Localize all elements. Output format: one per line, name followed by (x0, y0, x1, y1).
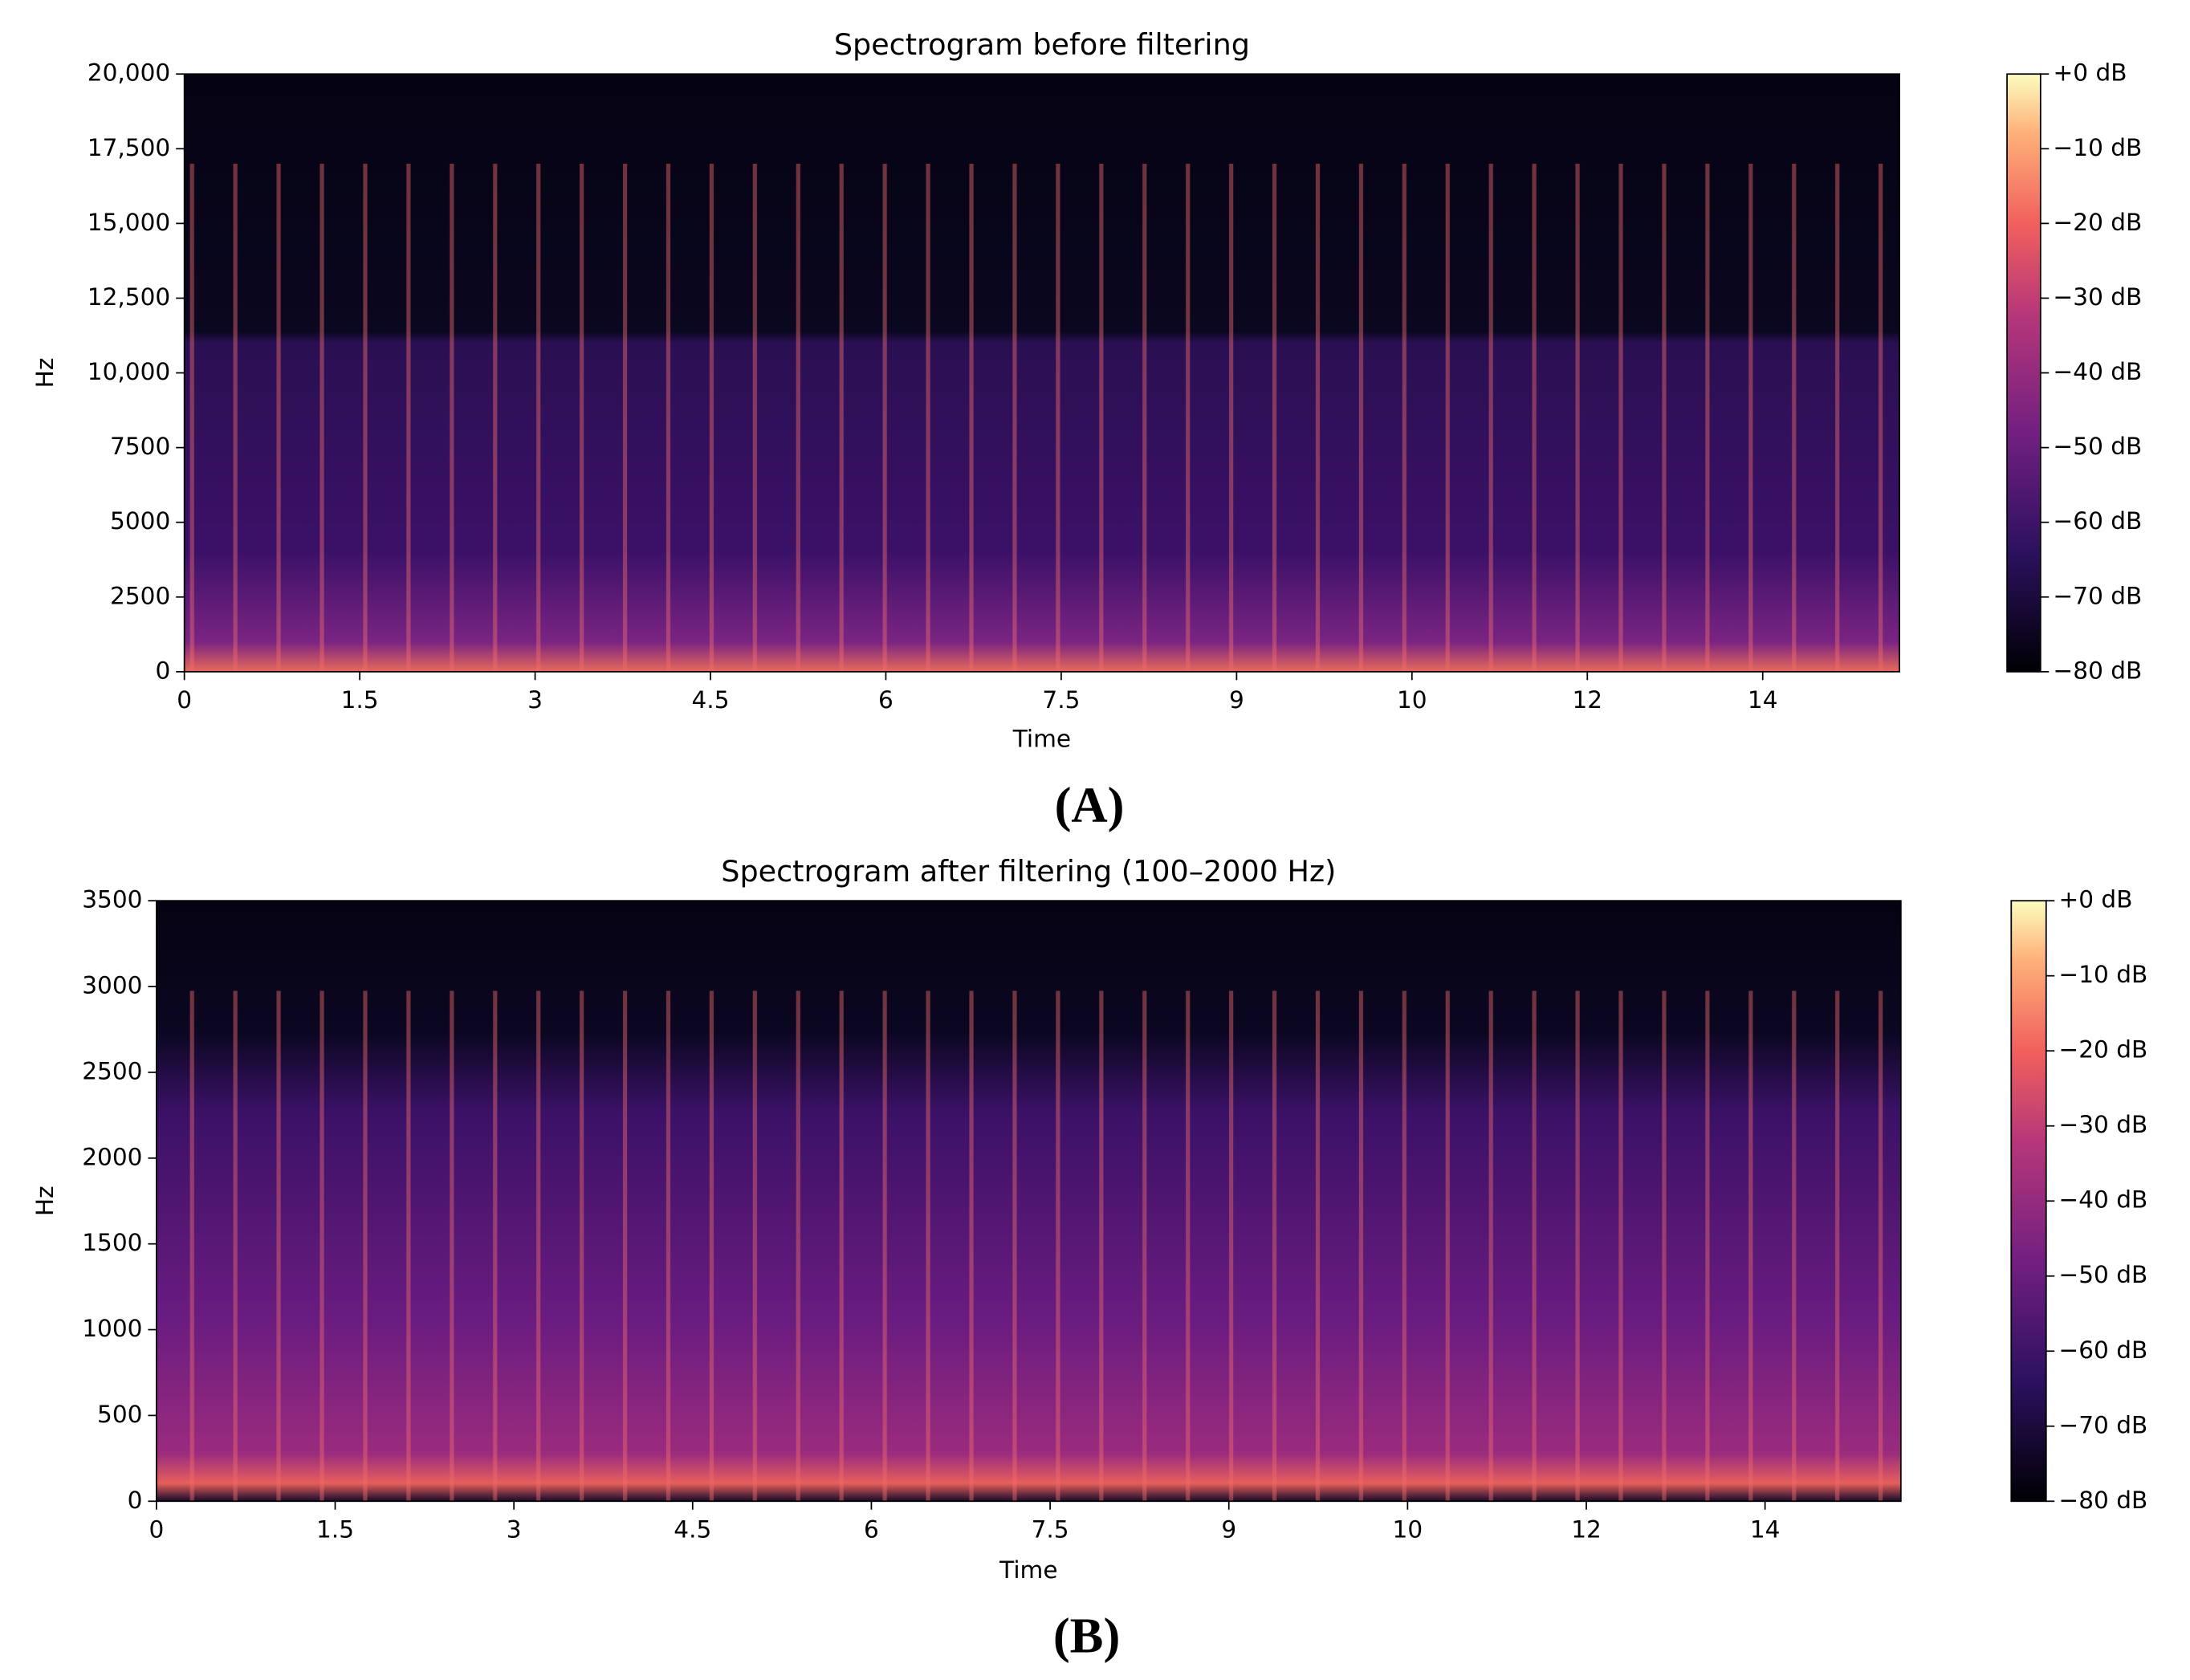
y-tick-label: 2500 (82, 1057, 142, 1084)
y-tick-label: 2000 (82, 1143, 142, 1170)
y-tick-label: 12,500 (88, 283, 170, 311)
y-axis-label: Hz (31, 1186, 59, 1216)
chart-title: Spectrogram before filtering (834, 27, 1250, 62)
x-tick-label: 14 (1748, 686, 1778, 714)
x-tick-label: 4.5 (692, 686, 730, 714)
x-tick-label: 9 (1221, 1515, 1236, 1543)
y-tick-label: 1000 (82, 1315, 142, 1342)
x-tick-label: 12 (1572, 686, 1602, 714)
colorbar-tick-label: −80 dB (2058, 1487, 2147, 1514)
panel-label: (A) (1055, 776, 1125, 832)
y-tick-label: 7500 (110, 433, 170, 460)
y-axis-label: Hz (31, 358, 59, 388)
panel-label: (B) (1053, 1608, 1120, 1664)
colorbar-tick-label: +0 dB (2058, 886, 2132, 913)
x-tick-label: 3 (507, 1515, 522, 1543)
y-tick-label: 5000 (110, 507, 170, 535)
colorbar-tick-label: −50 dB (2054, 433, 2143, 460)
x-tick-label: 6 (878, 686, 894, 714)
x-tick-label: 10 (1397, 686, 1427, 714)
colorbar-tick-label: −40 dB (2058, 1186, 2147, 1214)
x-tick-label: 0 (149, 1515, 164, 1543)
colorbar-tick-label: −10 dB (2054, 134, 2143, 161)
colorbar-tick-label: −70 dB (2054, 582, 2143, 609)
x-tick-label: 7.5 (1042, 686, 1080, 714)
spectrogram-streaks (184, 163, 1900, 672)
y-tick-label: 15,000 (88, 209, 170, 236)
y-tick-label: 500 (97, 1401, 142, 1428)
x-axis-label: Time (1012, 726, 1071, 753)
x-tick-label: 7.5 (1032, 1515, 1069, 1543)
x-tick-label: 12 (1571, 1515, 1602, 1543)
colorbar-tick-label: −10 dB (2058, 961, 2147, 988)
plot-frame (155, 900, 1902, 1503)
x-tick-label: 6 (864, 1515, 879, 1543)
colorbar-tick-label: −50 dB (2058, 1261, 2147, 1288)
colorbar-tick-label: −60 dB (2054, 507, 2143, 535)
x-tick-label: 0 (177, 686, 192, 714)
colorbar-tick-label: −20 dB (2054, 209, 2143, 236)
x-tick-label: 10 (1393, 1515, 1423, 1543)
spectrogram-streaks (156, 991, 1901, 1502)
y-tick-label: 0 (155, 657, 170, 684)
colorbar-tick-label: −70 dB (2058, 1411, 2147, 1438)
y-tick-label: 3000 (82, 972, 142, 999)
colorbar-tick-label: +0 dB (2054, 59, 2127, 87)
y-tick-label: 3500 (82, 886, 142, 913)
y-tick-label: 2500 (110, 582, 170, 609)
y-tick-label: 0 (128, 1487, 143, 1514)
colorbar-tick-label: −60 dB (2058, 1336, 2147, 1364)
x-tick-label: 3 (527, 686, 543, 714)
x-tick-label: 4.5 (674, 1515, 711, 1543)
colorbar-tick-label: −30 dB (2054, 283, 2143, 311)
colorbar-tick-label: −30 dB (2058, 1111, 2147, 1138)
x-tick-label: 9 (1229, 686, 1244, 714)
colorbar-tick-label: −80 dB (2054, 657, 2143, 684)
y-tick-label: 1500 (82, 1229, 142, 1256)
y-tick-label: 10,000 (88, 358, 170, 385)
x-tick-label: 1.5 (341, 686, 379, 714)
colorbar (2006, 73, 2041, 673)
x-tick-label: 1.5 (316, 1515, 354, 1543)
colorbar-tick-label: −40 dB (2054, 358, 2143, 385)
chart-title: Spectrogram after filtering (100–2000 Hz… (721, 854, 1336, 889)
colorbar (2010, 900, 2047, 1503)
colorbar-tick-label: −20 dB (2058, 1036, 2147, 1064)
y-tick-label: 20,000 (88, 59, 170, 87)
x-axis-label: Time (999, 1556, 1057, 1584)
x-tick-label: 14 (1750, 1515, 1781, 1543)
y-tick-label: 17,500 (88, 134, 170, 161)
